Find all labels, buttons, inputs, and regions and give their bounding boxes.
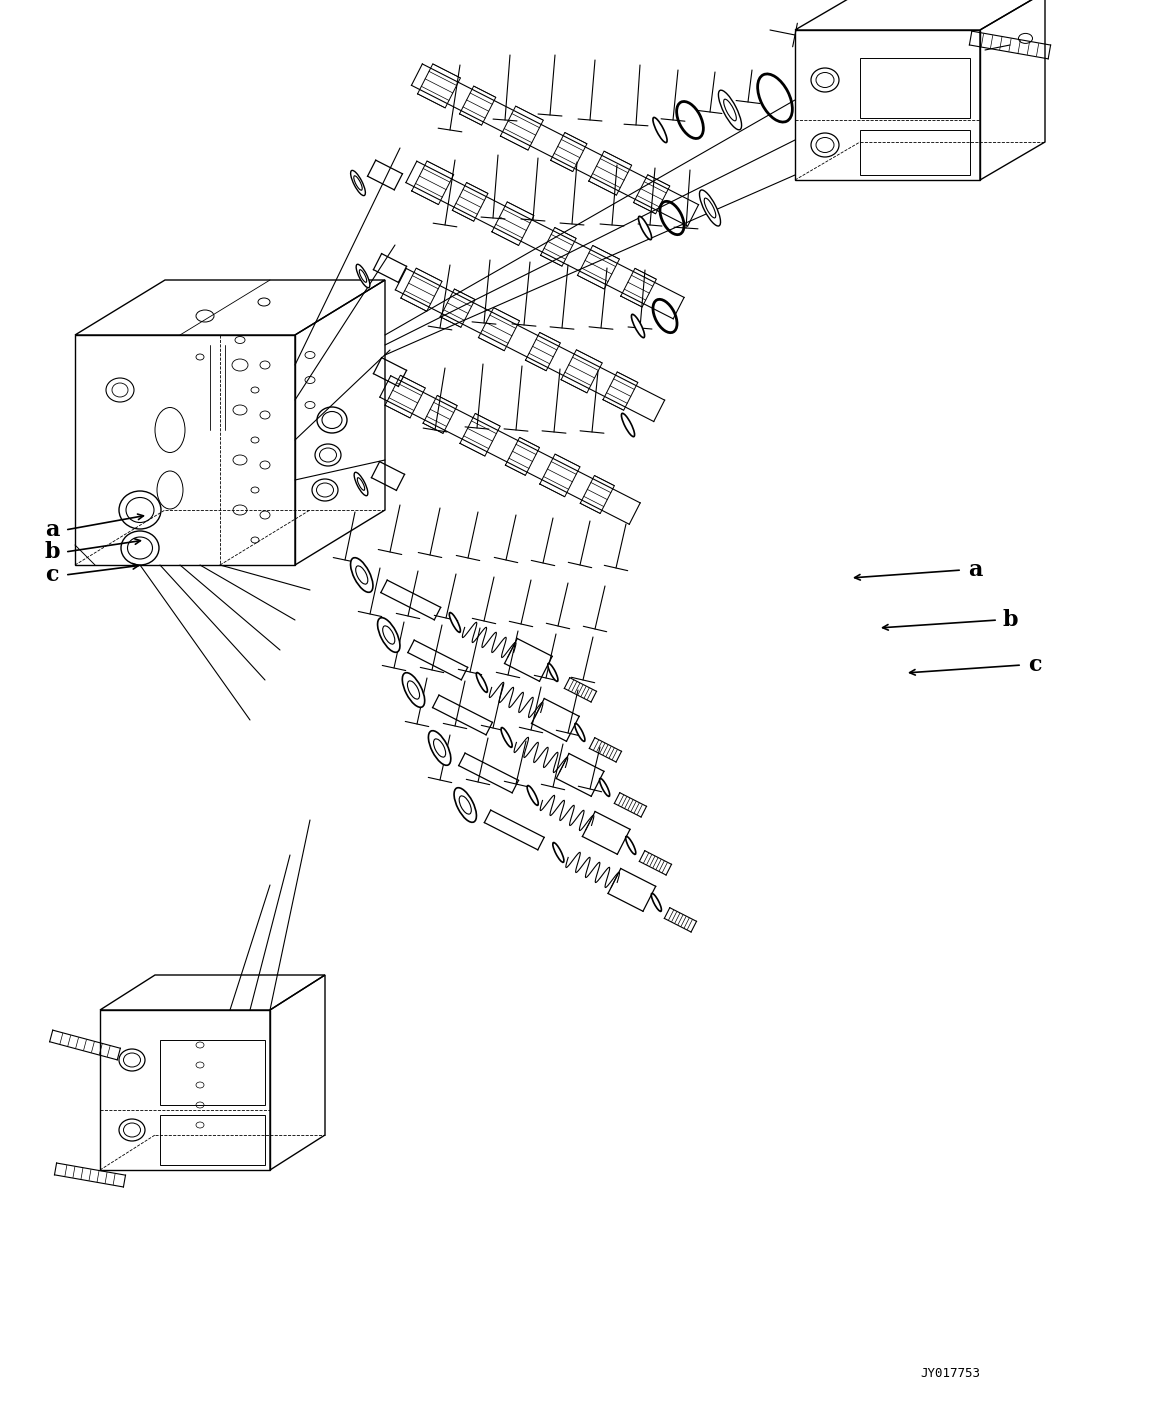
Ellipse shape <box>651 894 662 912</box>
Text: JY017753: JY017753 <box>920 1367 980 1380</box>
Ellipse shape <box>699 190 721 226</box>
Ellipse shape <box>383 625 394 643</box>
Ellipse shape <box>356 566 368 584</box>
Ellipse shape <box>600 778 609 797</box>
Ellipse shape <box>449 613 461 632</box>
Ellipse shape <box>548 663 558 681</box>
Ellipse shape <box>638 216 651 240</box>
Text: c: c <box>1028 653 1042 676</box>
Ellipse shape <box>527 785 538 805</box>
Ellipse shape <box>501 728 512 747</box>
Text: a: a <box>45 518 59 541</box>
Ellipse shape <box>350 558 373 593</box>
Ellipse shape <box>354 176 362 190</box>
Ellipse shape <box>350 170 365 195</box>
Ellipse shape <box>378 618 400 652</box>
Ellipse shape <box>357 478 365 490</box>
Ellipse shape <box>626 836 636 854</box>
Text: b: b <box>44 541 59 563</box>
Ellipse shape <box>359 270 366 282</box>
Text: a: a <box>968 559 983 582</box>
Ellipse shape <box>402 673 424 707</box>
Ellipse shape <box>723 100 736 121</box>
Ellipse shape <box>356 264 370 288</box>
Text: c: c <box>45 563 59 586</box>
Ellipse shape <box>632 315 644 337</box>
Ellipse shape <box>621 413 635 437</box>
Ellipse shape <box>434 739 445 757</box>
Ellipse shape <box>454 788 477 822</box>
Text: b: b <box>1003 608 1018 631</box>
Ellipse shape <box>355 472 368 496</box>
Ellipse shape <box>428 731 451 766</box>
Ellipse shape <box>575 724 585 742</box>
Ellipse shape <box>652 118 668 142</box>
Ellipse shape <box>459 795 471 813</box>
Ellipse shape <box>705 198 715 218</box>
Ellipse shape <box>477 673 487 693</box>
Ellipse shape <box>407 681 420 700</box>
Ellipse shape <box>719 90 742 129</box>
Ellipse shape <box>552 843 564 863</box>
